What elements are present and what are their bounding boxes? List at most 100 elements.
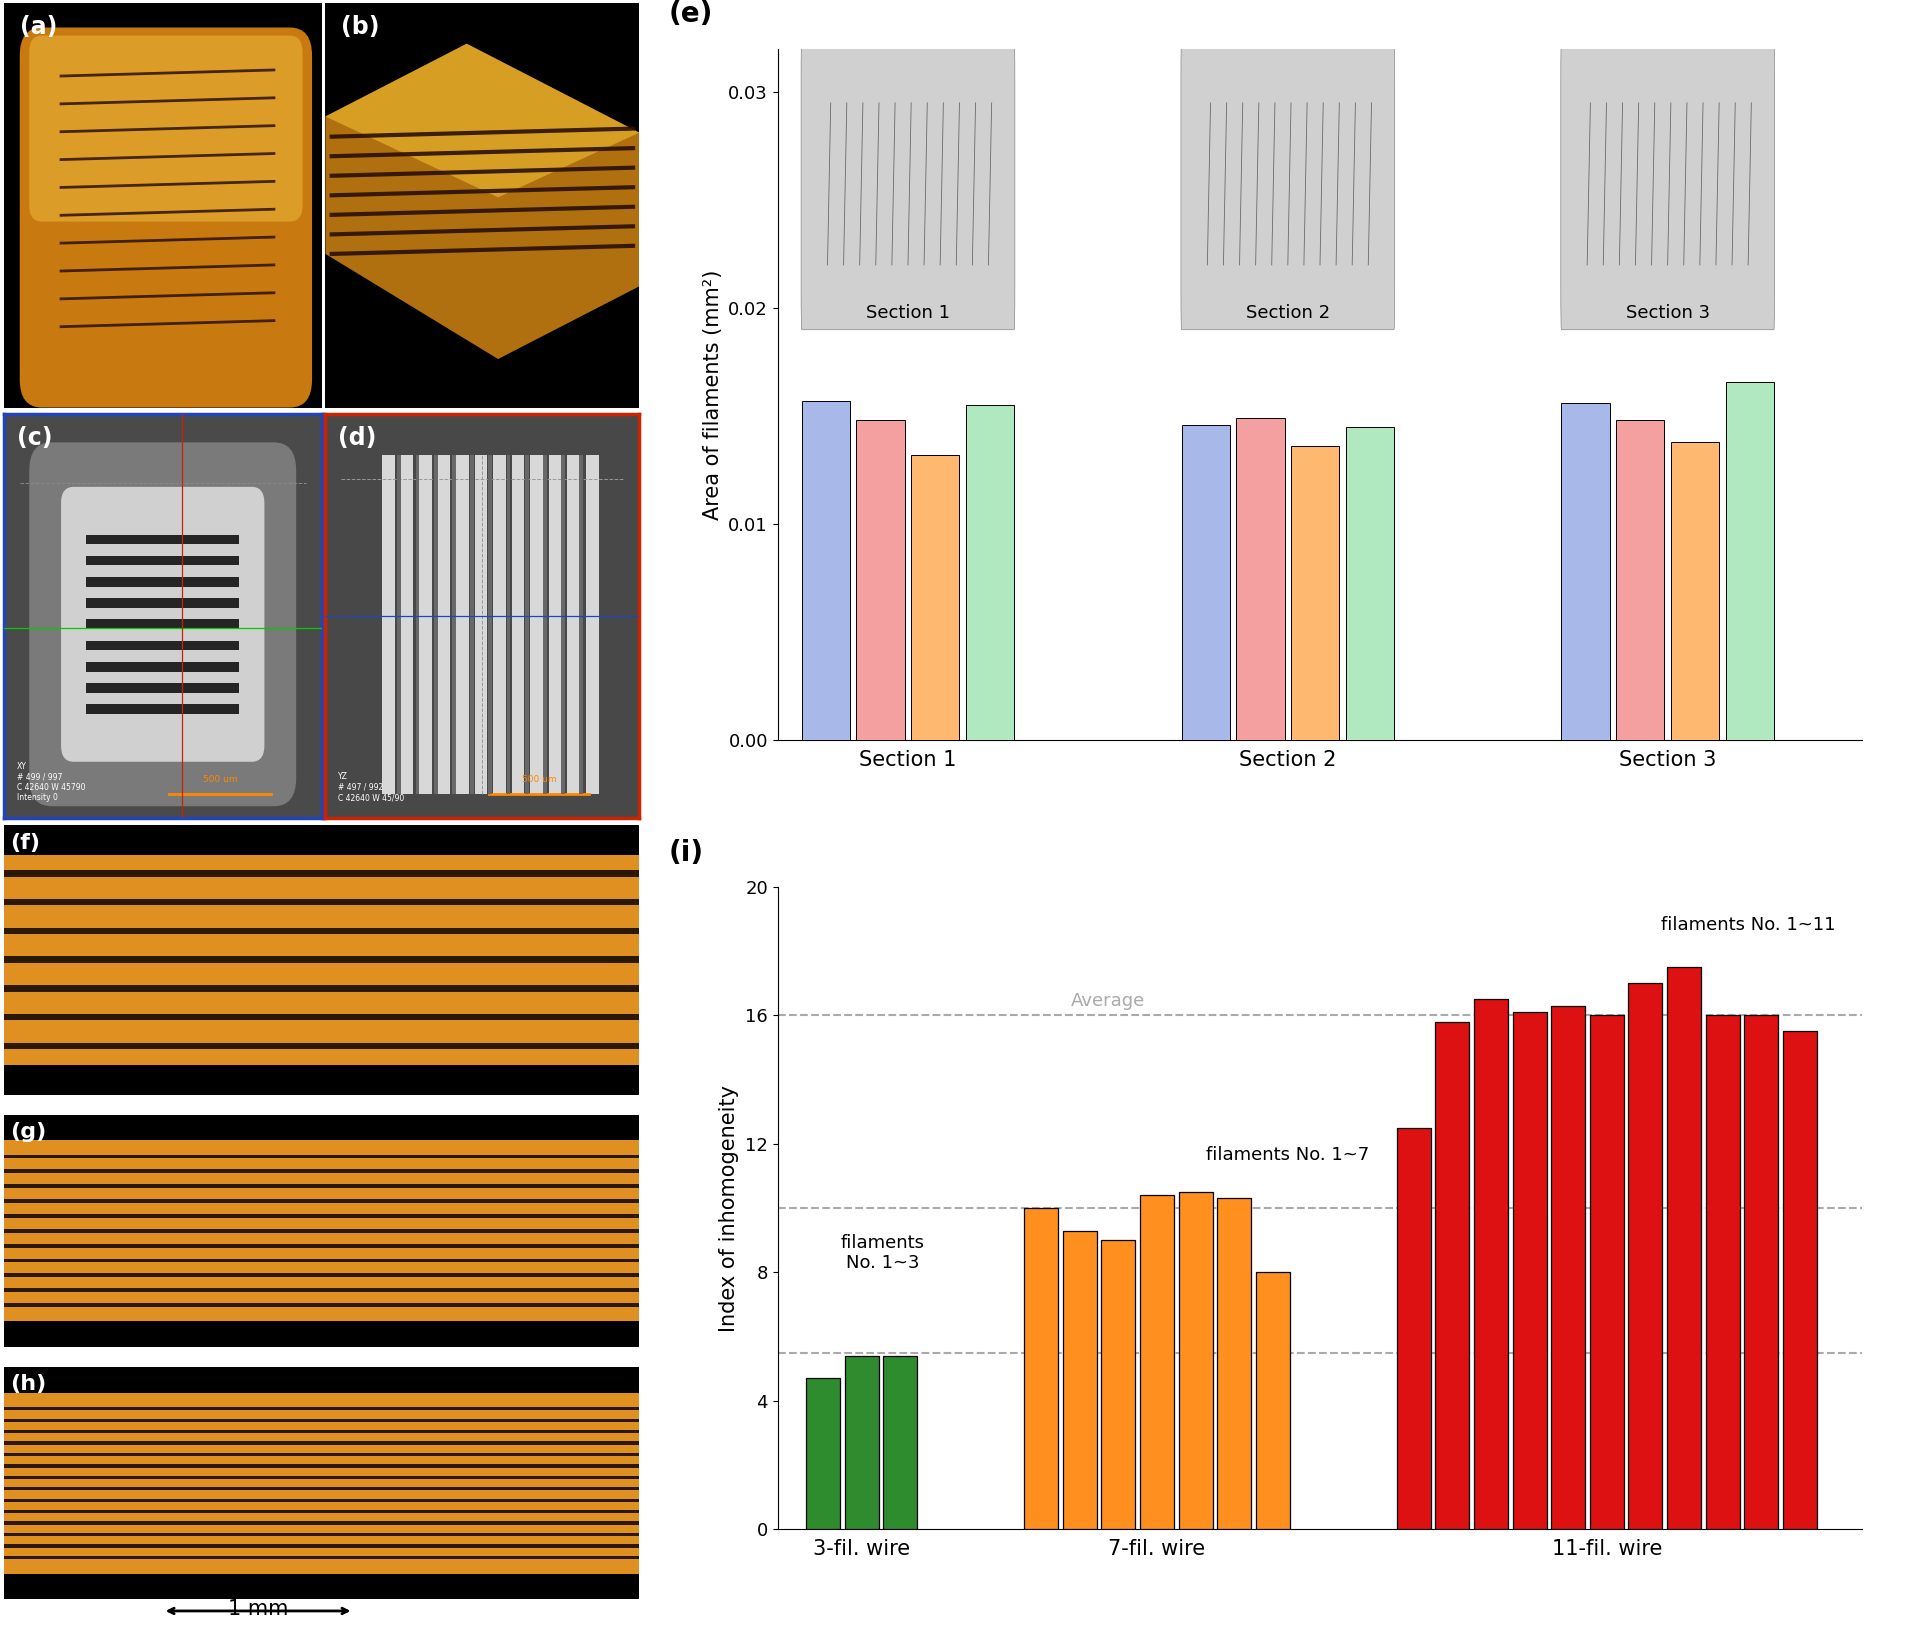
- Bar: [586, 454, 599, 794]
- Bar: [1290, 446, 1340, 740]
- Bar: [803, 400, 851, 740]
- FancyBboxPatch shape: [61, 486, 265, 761]
- Bar: [4, 1464, 639, 1468]
- Bar: [4, 927, 639, 934]
- Bar: [1617, 420, 1665, 740]
- Text: (g): (g): [10, 1121, 46, 1142]
- Bar: [4, 1199, 639, 1202]
- Bar: [438, 454, 449, 794]
- Bar: [1705, 1015, 1740, 1529]
- Bar: [1784, 1032, 1816, 1529]
- Bar: [1102, 1240, 1135, 1529]
- Bar: [415, 454, 419, 794]
- Bar: [524, 454, 528, 794]
- Bar: [488, 454, 492, 794]
- Bar: [4, 1243, 639, 1248]
- Bar: [4, 1184, 639, 1188]
- Bar: [530, 454, 543, 794]
- Bar: [4, 1134, 639, 1328]
- Bar: [1628, 983, 1663, 1529]
- Bar: [4, 1289, 639, 1292]
- Bar: [1236, 418, 1284, 740]
- Text: Section 1: Section 1: [866, 304, 950, 322]
- Bar: [86, 683, 238, 693]
- Text: 1 mm: 1 mm: [228, 1599, 288, 1619]
- Bar: [1217, 1199, 1252, 1529]
- Bar: [4, 1321, 639, 1328]
- Text: (i): (i): [668, 840, 705, 867]
- Bar: [474, 454, 488, 794]
- FancyBboxPatch shape: [1561, 37, 1774, 330]
- Bar: [86, 556, 238, 566]
- Text: XY
# 499 / 997
C 42640 W 45790
Intensity 0: XY # 499 / 997 C 42640 W 45790 Intensity…: [17, 761, 84, 802]
- FancyBboxPatch shape: [19, 28, 313, 408]
- Bar: [4, 1487, 639, 1490]
- Bar: [580, 454, 584, 794]
- Bar: [4, 900, 639, 905]
- FancyBboxPatch shape: [29, 36, 303, 221]
- Bar: [86, 704, 238, 714]
- Bar: [4, 1510, 639, 1513]
- Bar: [86, 620, 238, 630]
- Polygon shape: [324, 44, 639, 197]
- Bar: [543, 454, 547, 794]
- Bar: [4, 986, 639, 992]
- Bar: [434, 454, 438, 794]
- Polygon shape: [324, 44, 639, 360]
- Bar: [4, 1303, 639, 1306]
- Bar: [1561, 403, 1609, 740]
- Bar: [451, 454, 455, 794]
- Bar: [1436, 1022, 1469, 1529]
- Bar: [1475, 999, 1507, 1529]
- Text: filaments
No. 1~3: filaments No. 1~3: [841, 1233, 925, 1272]
- Bar: [4, 1476, 639, 1479]
- Bar: [457, 454, 468, 794]
- Bar: [4, 870, 639, 877]
- Bar: [4, 1064, 639, 1072]
- Bar: [4, 1430, 639, 1433]
- Bar: [1513, 1012, 1548, 1529]
- Bar: [561, 454, 564, 794]
- Bar: [4, 1521, 639, 1524]
- Y-axis label: Index of inhomogeneity: Index of inhomogeneity: [720, 1085, 739, 1331]
- Text: YZ
# 497 / 992
C 42640 W 45/90: YZ # 497 / 992 C 42640 W 45/90: [338, 773, 405, 802]
- Bar: [568, 454, 580, 794]
- Bar: [549, 454, 561, 794]
- Bar: [1726, 382, 1774, 740]
- Bar: [806, 1378, 841, 1529]
- Bar: [86, 578, 238, 587]
- Bar: [4, 1419, 639, 1422]
- FancyBboxPatch shape: [1181, 37, 1394, 330]
- Bar: [845, 1355, 879, 1529]
- FancyBboxPatch shape: [801, 37, 1016, 330]
- Bar: [4, 1386, 639, 1580]
- Bar: [4, 1555, 639, 1559]
- Bar: [4, 1498, 639, 1502]
- Bar: [4, 1014, 639, 1020]
- Bar: [4, 846, 639, 1072]
- Bar: [4, 1407, 639, 1411]
- Bar: [4, 1134, 639, 1141]
- Text: 500 um: 500 um: [522, 774, 557, 784]
- Bar: [4, 1442, 639, 1445]
- Bar: [4, 1228, 639, 1233]
- Text: 500 um: 500 um: [204, 774, 238, 784]
- Bar: [1140, 1196, 1173, 1529]
- Text: Section 3: Section 3: [1626, 304, 1709, 322]
- Bar: [1670, 443, 1718, 740]
- Bar: [507, 454, 511, 794]
- Text: filaments No. 1~7: filaments No. 1~7: [1206, 1145, 1369, 1163]
- Bar: [86, 599, 238, 608]
- Bar: [1181, 425, 1231, 740]
- Text: (b): (b): [342, 15, 380, 39]
- FancyBboxPatch shape: [29, 443, 296, 807]
- Bar: [1551, 1005, 1586, 1529]
- Bar: [1396, 1128, 1430, 1529]
- Text: (c): (c): [17, 426, 52, 451]
- Bar: [4, 1043, 639, 1049]
- Bar: [86, 535, 238, 545]
- Bar: [419, 454, 432, 794]
- Bar: [4, 1573, 639, 1580]
- Bar: [4, 846, 639, 854]
- Text: (h): (h): [10, 1373, 46, 1394]
